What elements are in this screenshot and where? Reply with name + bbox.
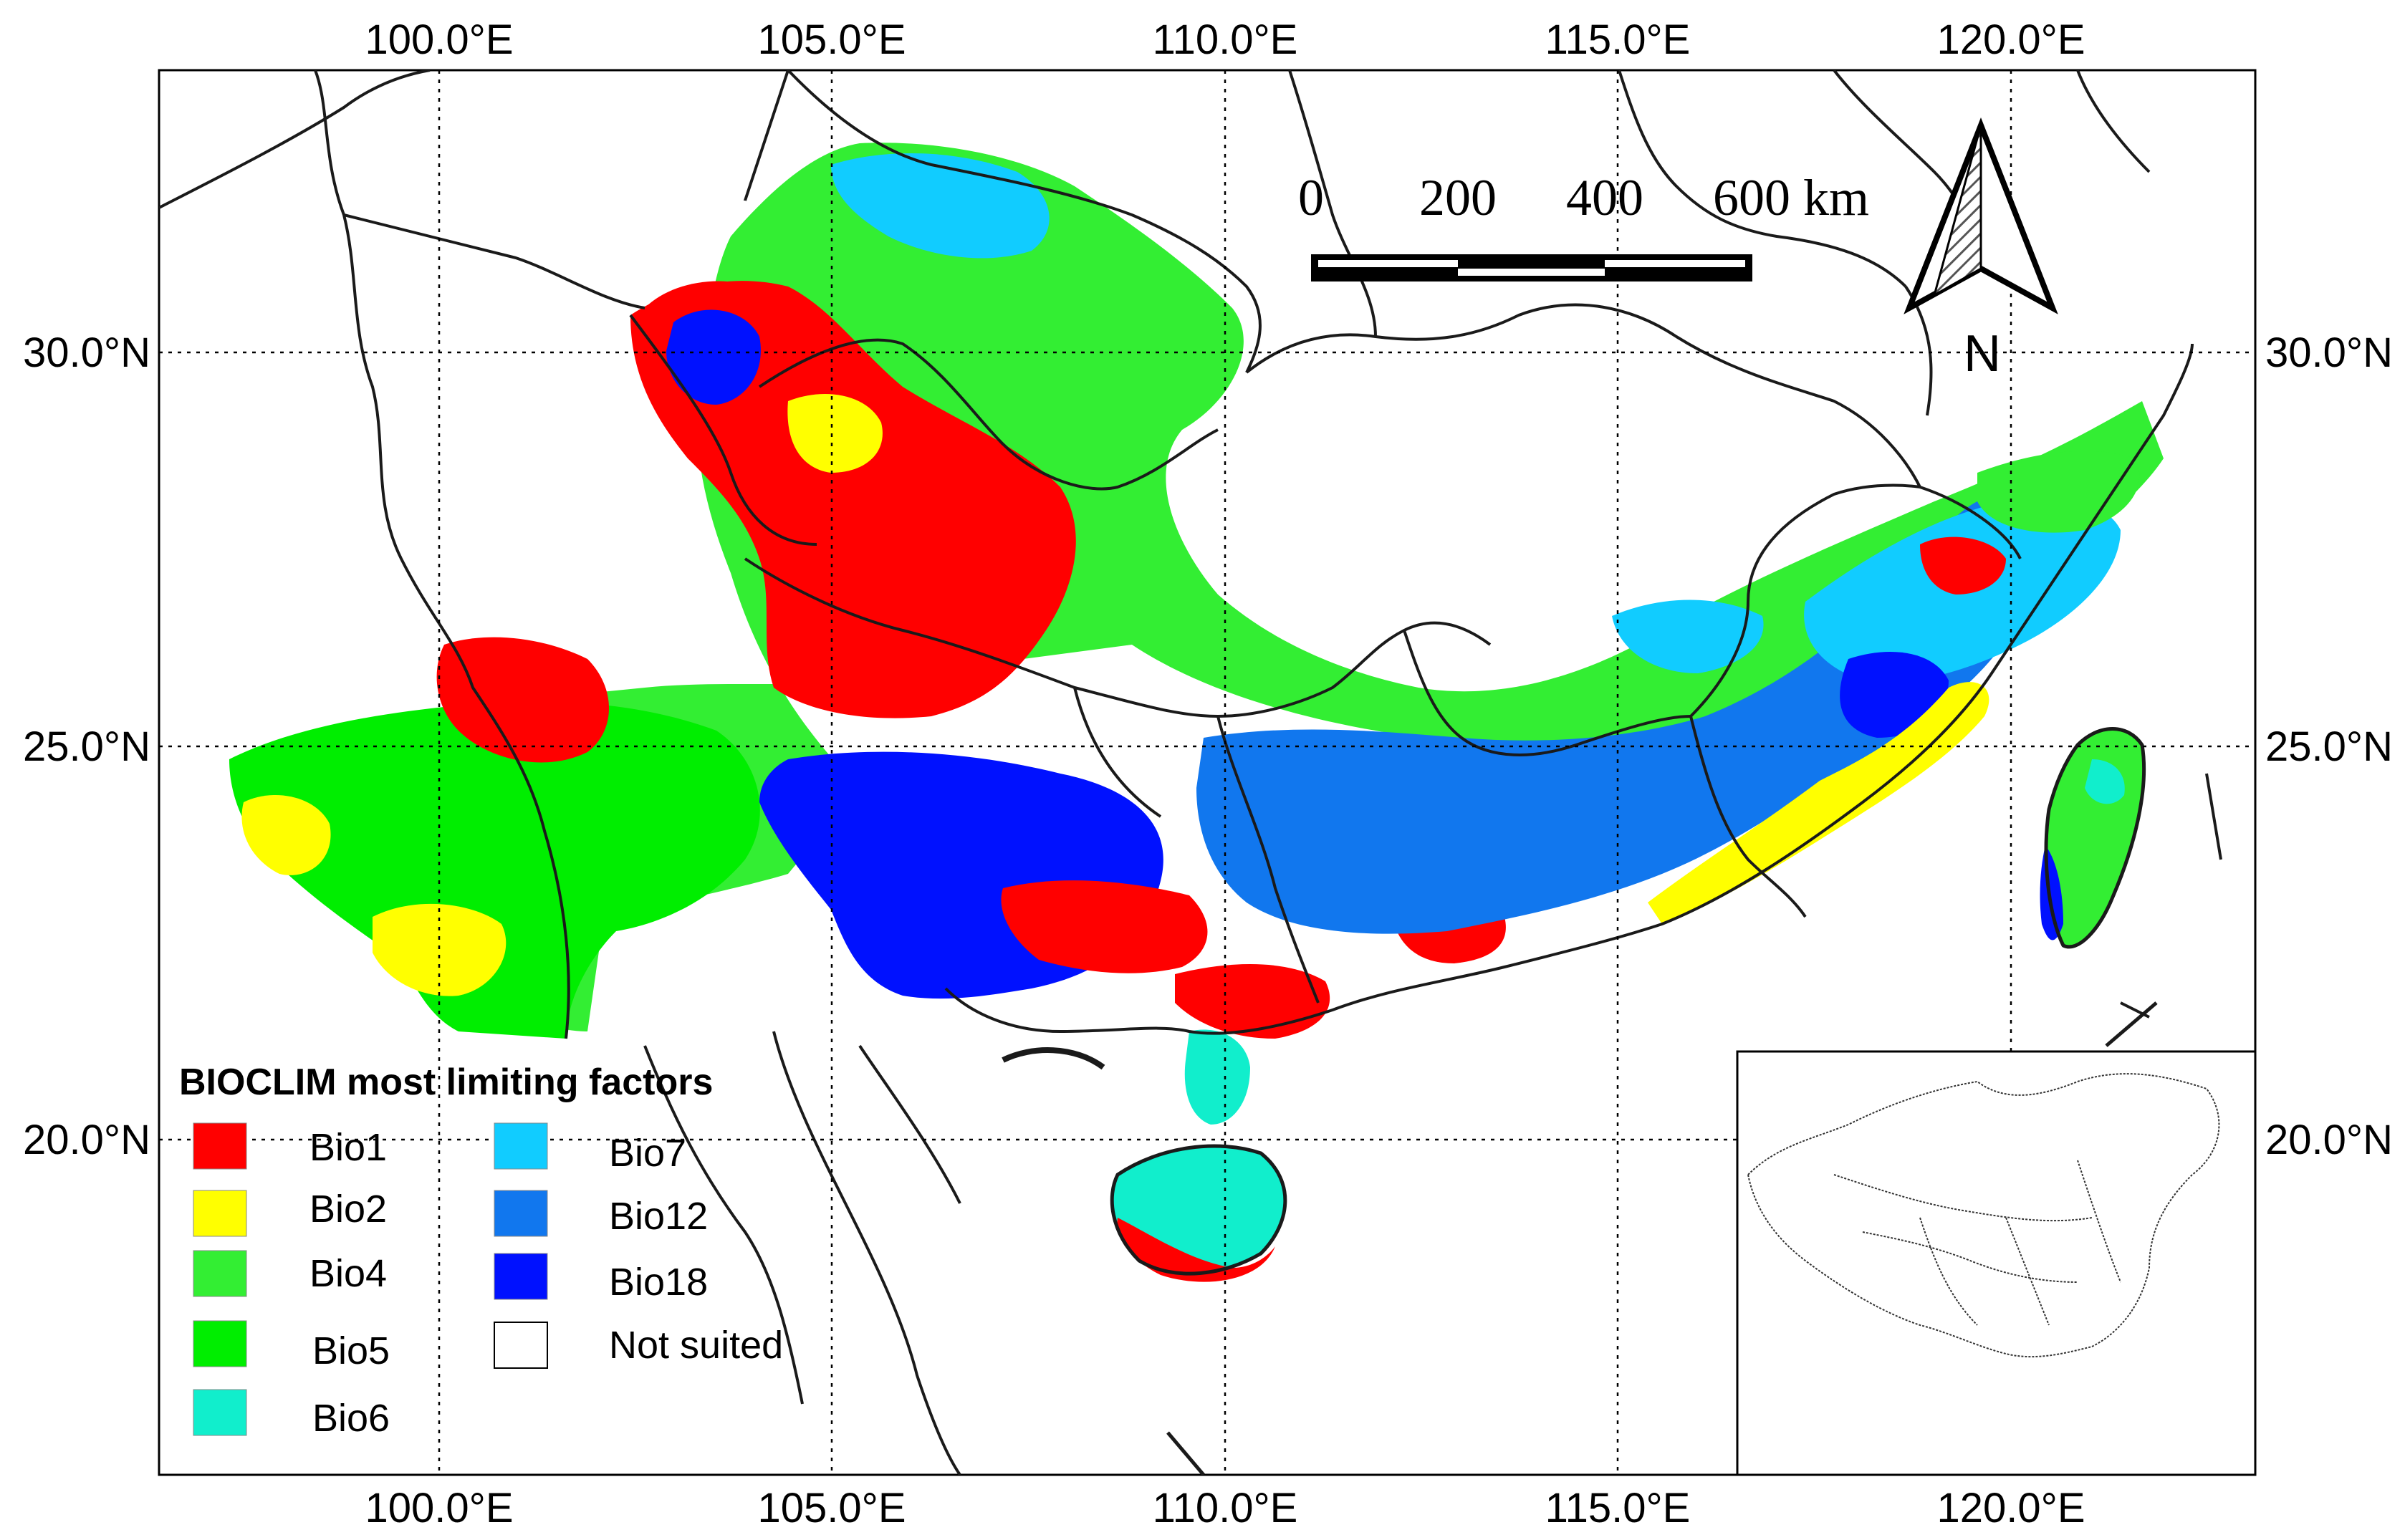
- region-leizhou-tip: [1184, 1029, 1250, 1125]
- legend-title: BIOCLIM most limiting factors: [179, 1062, 713, 1103]
- scale-bar: 0 200 400 600 km: [1298, 169, 1869, 281]
- scale-label: 0: [1298, 169, 1324, 226]
- legend-swatch: [494, 1122, 548, 1170]
- lat-label-right: 25.0°N: [2265, 723, 2393, 770]
- legend-item-bio1: Bio1: [193, 1122, 387, 1170]
- lon-label-top: 115.0°E: [1545, 16, 1691, 63]
- legend-label: Bio2: [309, 1188, 387, 1231]
- legend-swatch: [193, 1250, 247, 1297]
- region-bio2-west2: [241, 795, 331, 875]
- lon-label-bottom: 115.0°E: [1545, 1485, 1691, 1531]
- scale-label: 200: [1419, 169, 1497, 226]
- legend-swatch: [494, 1190, 548, 1237]
- lat-label-right: 20.0°N: [2265, 1117, 2393, 1163]
- lon-label-bottom: 120.0°E: [1936, 1485, 2085, 1531]
- legend-swatch: [494, 1322, 548, 1369]
- legend-item-bio6: Bio6: [193, 1389, 390, 1440]
- legend-item-bio18: Bio18: [494, 1253, 708, 1304]
- region-bio2-coast: [1648, 682, 1989, 924]
- legend-label: Bio12: [609, 1195, 708, 1238]
- legend-swatch: [193, 1122, 247, 1170]
- lat-label-right: 30.0°N: [2265, 329, 2393, 376]
- legend-item-not-suited: Not suited: [494, 1322, 783, 1369]
- lat-labels-left: 30.0°N 25.0°N 20.0°N: [23, 329, 150, 1163]
- region-bio5-yunnan: [229, 701, 760, 1039]
- suitability-layer: [229, 143, 2164, 1282]
- legend-swatch: [193, 1190, 247, 1237]
- north-label: N: [1964, 325, 2001, 382]
- scale-label: 400: [1566, 169, 1643, 226]
- inset-map: [1736, 1050, 2257, 1476]
- region-bio1-south: [1001, 880, 1208, 973]
- admin-boundaries: [159, 70, 2222, 1475]
- lon-labels-top: 100.0°E 105.0°E 110.0°E 115.0°E 120.0°E: [365, 16, 2085, 63]
- legend-item-bio5: Bio5: [193, 1320, 390, 1372]
- scale-label: 600 km: [1713, 169, 1869, 226]
- lat-label-left: 25.0°N: [23, 723, 150, 770]
- legend-swatch: [193, 1320, 247, 1367]
- lon-label-bottom: 105.0°E: [757, 1485, 906, 1531]
- lon-label-top: 100.0°E: [365, 16, 513, 63]
- region-taiwan-cyan: [2085, 759, 2125, 804]
- lat-label-left: 30.0°N: [23, 329, 150, 376]
- lat-label-left: 20.0°N: [23, 1117, 150, 1163]
- legend-label: Bio5: [312, 1329, 390, 1372]
- lon-label-top: 105.0°E: [757, 16, 906, 63]
- legend-label: Bio18: [609, 1261, 708, 1304]
- legend-label: Not suited: [609, 1324, 783, 1367]
- region-bio7-north: [831, 153, 1050, 259]
- legend-label: Bio6: [312, 1397, 390, 1440]
- legend-item-bio2: Bio2: [193, 1188, 387, 1237]
- lon-label-bottom: 110.0°E: [1153, 1485, 1298, 1531]
- legend-label: Bio1: [309, 1126, 387, 1169]
- north-arrow: N: [1904, 117, 2058, 382]
- region-bio1-scatter-west: [436, 637, 609, 763]
- legend-swatch: [193, 1389, 247, 1436]
- legend: BIOCLIM most limiting factors Bio1 Bio2 …: [179, 1062, 783, 1440]
- lon-label-top: 120.0°E: [1936, 16, 2085, 63]
- legend-label: Bio7: [609, 1132, 686, 1175]
- graticule: [159, 70, 2255, 1475]
- region-bio7-east: [1612, 600, 1764, 673]
- legend-item-bio7: Bio7: [494, 1122, 686, 1175]
- lon-label-bottom: 100.0°E: [365, 1485, 513, 1531]
- region-bio18-sichuan: [666, 309, 761, 405]
- lon-labels-bottom: 100.0°E 105.0°E 110.0°E 115.0°E 120.0°E: [365, 1485, 2085, 1531]
- lon-label-top: 110.0°E: [1153, 16, 1298, 63]
- region-bio1-leizhou: [1175, 964, 1330, 1039]
- region-bio2-sichuan: [787, 394, 883, 473]
- legend-item-bio12: Bio12: [494, 1190, 708, 1238]
- legend-swatch: [494, 1253, 548, 1300]
- legend-label: Bio4: [309, 1252, 387, 1295]
- legend-item-bio4: Bio4: [193, 1250, 387, 1297]
- region-bio12-southeast: [1196, 501, 2026, 934]
- region-hainan-red: [1117, 1218, 1275, 1282]
- lat-labels-right: 30.0°N 25.0°N 20.0°N: [2265, 329, 2393, 1163]
- region-bio2-west: [373, 903, 507, 996]
- region-bio1-fujian: [1920, 536, 2006, 595]
